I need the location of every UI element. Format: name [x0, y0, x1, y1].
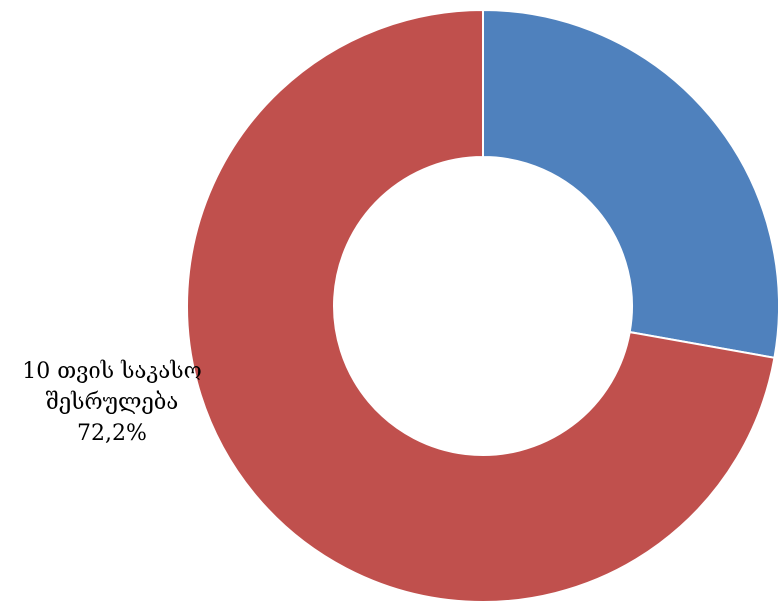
slice-label-line-1: 10 თვის საკასო	[22, 359, 202, 384]
slice-label-line-2: შესრულება	[45, 390, 179, 415]
slice-10-month-cash-execution	[186, 8, 776, 603]
slice-other	[482, 8, 778, 359]
slice-label-10-month-cash-execution: 10 თვის საკასო შესრულება 72,2%	[6, 356, 218, 449]
slice-value-label: 72,2%	[77, 421, 147, 446]
